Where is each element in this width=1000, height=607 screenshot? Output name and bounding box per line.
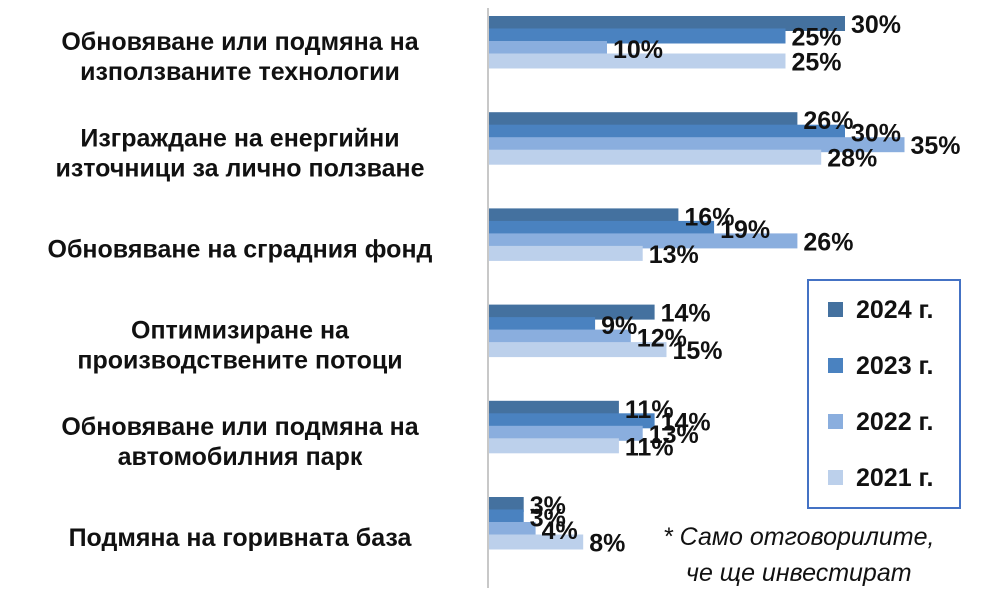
footnote-line: че ще инвестират <box>686 559 912 587</box>
bar <box>488 534 584 550</box>
bar <box>488 53 786 69</box>
bar <box>488 342 667 358</box>
bar <box>488 413 655 429</box>
data-label: 13% <box>649 421 699 449</box>
category-label-line: източници за лично ползване <box>55 154 424 182</box>
bar <box>488 329 631 345</box>
bar <box>488 149 822 165</box>
data-label: 16% <box>684 203 734 231</box>
data-label: 28% <box>827 145 877 173</box>
data-labels: 30%25%10% 25%26%30% 35%28%16%19% 26%13%14%9… <box>530 11 961 558</box>
category-label: Оптимизиране на производствените потоци <box>77 317 402 375</box>
bar <box>488 497 524 512</box>
bar <box>488 220 715 236</box>
legend-label: 2022 г. <box>856 408 933 436</box>
legend: 2024 г. 2023 г. 2022 г. 2021 г. <box>807 279 961 509</box>
legend-label: 2024 г. <box>856 296 933 324</box>
bar <box>488 16 845 31</box>
data-label: 4% <box>542 517 578 545</box>
bar <box>488 41 607 56</box>
legend-label: 2023 г. <box>856 352 933 380</box>
bar <box>488 245 643 261</box>
category-label-line: Обновяване или подмяна на <box>61 413 419 441</box>
bar <box>488 112 798 128</box>
footnote: * Само отговорилите, че ще инвестират <box>663 523 934 587</box>
data-label: 14% <box>661 408 711 436</box>
data-label: 12% <box>637 325 687 353</box>
data-label: 11% <box>625 433 674 461</box>
category-label-line: Изграждане на енергийни <box>80 124 399 152</box>
bar <box>488 28 786 44</box>
data-label: 19% <box>720 216 770 244</box>
data-label: 26% <box>803 107 853 135</box>
data-label: 15% <box>673 337 723 365</box>
category-label: Обновяване или подмяна на автомобилния па… <box>61 413 419 471</box>
bar <box>488 509 524 525</box>
category-label-line: производствените потоци <box>77 347 402 375</box>
legend-swatch <box>828 302 843 317</box>
category-label-line: Обновяване на сградния фонд <box>48 236 433 264</box>
bar <box>488 425 643 441</box>
data-label: 11% <box>625 396 674 424</box>
bar <box>488 400 619 416</box>
bar <box>488 438 619 454</box>
bar <box>488 317 596 333</box>
legend-label: 2021 г. <box>856 464 933 492</box>
category-label: Изграждане на енергийни източници за личн… <box>55 124 424 182</box>
bar <box>488 124 845 140</box>
category-label: Обновяване или подмяна на използваните те… <box>61 28 419 86</box>
data-label: 30% <box>851 11 901 39</box>
data-label: 25% <box>792 49 842 77</box>
category-label-line: Подмяна на горивната база <box>69 524 413 552</box>
category-label-line: автомобилния парк <box>118 443 363 471</box>
category-labels: Обновяване или подмяна на използваните те… <box>48 28 433 552</box>
data-label: 8% <box>589 530 625 558</box>
category-label-line: използваните технологии <box>80 58 400 86</box>
data-label: 14% <box>661 300 711 328</box>
bar <box>488 304 655 320</box>
data-label: 3% <box>530 492 566 520</box>
data-label: 25% <box>792 24 842 52</box>
footnote-text: * Само отговорилите, че ще инвестират <box>663 523 934 587</box>
category-label-line: Обновяване или подмяна на <box>61 28 419 56</box>
bar <box>488 137 905 153</box>
bar <box>488 208 679 224</box>
bars <box>488 16 905 550</box>
category-label-line: Оптимизиране на <box>131 317 350 345</box>
footnote-line: * Само отговорилите, <box>663 523 934 551</box>
category-label: Обновяване на сградния фонд <box>48 236 433 264</box>
bar <box>488 233 798 249</box>
legend-swatch <box>828 470 843 485</box>
data-label: 26% <box>803 228 853 256</box>
data-label: 30% <box>851 120 901 148</box>
data-label: 35% <box>911 132 961 160</box>
data-label: 13% <box>649 241 699 269</box>
data-label: 9% <box>601 312 637 340</box>
legend-swatch <box>828 358 843 373</box>
category-label: Подмяна на горивната база <box>69 524 413 552</box>
legend-swatch <box>828 414 843 429</box>
bar <box>488 522 536 537</box>
data-label: 3% <box>530 505 566 533</box>
data-label: 10% <box>613 36 663 64</box>
